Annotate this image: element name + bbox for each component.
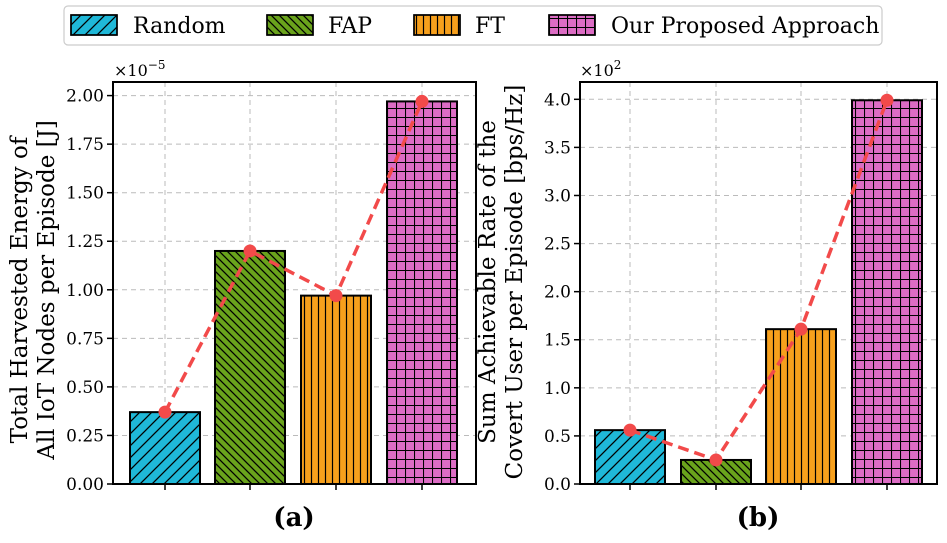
panel-b-ticks: 0.0 0.5 1.0 1.5 2.0 2.5 3.0 3.5 4.0 <box>544 90 888 495</box>
legend-swatch-proposed-hatch <box>548 14 596 36</box>
panel-a-ytick-label: 1.75 <box>66 135 104 155</box>
legend-label-proposed: Our Proposed Approach <box>611 14 879 39</box>
legend: Random FAP FT Our Proposed Approach <box>63 5 883 46</box>
panel-a-ylabel-line2: All IoT Nodes per Episode [J] <box>34 120 60 461</box>
panel-b-label: (b) <box>737 503 780 533</box>
panel-a-ylabel: Total Harvested Energy of All IoT Nodes … <box>7 120 60 461</box>
legend-item-fap: FAP <box>266 14 372 39</box>
panel-b-ytick-label: 0.0 <box>544 475 571 495</box>
panel-a-ytick-label: 0.00 <box>66 475 104 495</box>
panel-b-ytick-label: 2.5 <box>544 235 571 255</box>
panel-a-ylabel-line1: Total Harvested Energy of <box>7 135 33 443</box>
panel-b-ytick-label: 1.5 <box>544 331 571 351</box>
panel-a-axes-frame <box>112 81 477 485</box>
panel-a-scale-label: ×10−5 <box>114 58 165 80</box>
panel-b-ytick-label: 3.0 <box>544 186 571 206</box>
panel-a-trend-point-2 <box>243 244 257 258</box>
panel-a-ytick-label: 1.00 <box>66 281 104 301</box>
panel-a-bar-hatch-2 <box>214 249 286 485</box>
panel-b-ylabel: Sum Achievable Rate of the Covert User p… <box>475 85 528 480</box>
panel-a-ytick-label: 2.00 <box>66 87 104 107</box>
panel-a-bar-hatch-1 <box>129 411 201 485</box>
panel-b-trend-line <box>629 99 889 462</box>
panel-b-ylabel-line1: Sum Achievable Rate of the <box>475 120 501 444</box>
legend-item-ft: FT <box>413 14 505 39</box>
legend-swatch-fap-hatch <box>266 14 314 36</box>
panel-a-ytick-label: 0.25 <box>66 426 104 446</box>
panel-b-trend-point-2 <box>709 453 723 467</box>
panel-a-bars <box>129 100 458 486</box>
legend-label-random: Random <box>133 14 226 39</box>
legend-label-fap: FAP <box>328 14 372 39</box>
panel-b-axes-frame <box>579 81 938 485</box>
panel-a-label: (a) <box>273 503 314 533</box>
panel-b-bar-hatch-4 <box>851 99 923 485</box>
panel-b: 0.0 0.5 1.0 1.5 2.0 2.5 3.0 3.5 4.0 ×102 Sum Ach… <box>475 58 938 533</box>
panel-b-trend <box>623 93 894 467</box>
panel-b-scale-label: ×102 <box>580 58 621 80</box>
panel-a-ytick-label: 1.25 <box>66 232 104 252</box>
panel-b-ytick-label: 2.0 <box>544 283 571 303</box>
panel-b-bar-hatch-3 <box>765 328 837 486</box>
panel-a-trend <box>158 94 429 419</box>
panel-a-bar-hatch-4 <box>386 100 458 485</box>
panel-a-trend-point-4 <box>415 94 429 108</box>
panel-a-trend-point-1 <box>158 405 172 419</box>
legend-swatch-ft-hatch <box>413 14 461 36</box>
panel-a-ytick-label: 0.50 <box>66 378 104 398</box>
panel-b-trend-point-1 <box>623 423 637 437</box>
legend-swatch-random-hatch <box>70 14 118 36</box>
legend-item-proposed: Our Proposed Approach <box>548 14 879 39</box>
panel-b-ytick-label: 3.5 <box>544 138 571 158</box>
panel-b-trend-point-3 <box>794 322 808 336</box>
panel-b-ytick-label: 0.5 <box>544 427 571 447</box>
panel-a-ytick-label: 0.75 <box>66 329 104 349</box>
panel-a-trend-line <box>163 100 424 413</box>
legend-item-random: Random <box>70 14 226 39</box>
panel-a: 0.00 0.25 0.50 0.75 1.00 1.25 1.50 1.75 2.00 ×10… <box>7 58 477 533</box>
panel-b-trend-point-4 <box>880 93 894 107</box>
panel-b-ytick-label: 4.0 <box>544 90 571 110</box>
panel-b-ytick-label: 1.0 <box>544 379 571 399</box>
legend-label-ft: FT <box>475 14 505 39</box>
panel-a-ticks: 0.00 0.25 0.50 0.75 1.00 1.25 1.50 1.75 2.00 <box>66 87 423 495</box>
panel-a-trend-point-3 <box>329 289 343 303</box>
panel-a-ytick-label: 1.50 <box>66 184 104 204</box>
panel-b-ylabel-line2: Covert User per Episode [bps/Hz] <box>502 85 528 480</box>
panel-a-bar-hatch-3 <box>300 294 372 486</box>
